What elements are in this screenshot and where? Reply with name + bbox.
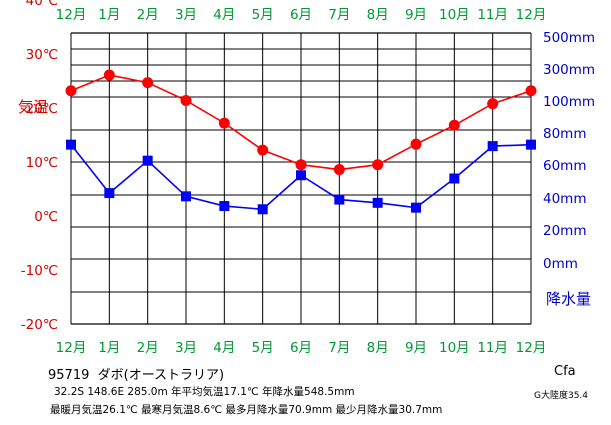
temperature-point [525, 85, 537, 97]
precipitation-point [487, 141, 498, 152]
precipitation-point [526, 139, 536, 150]
temperature-tick-label: -20℃ [21, 317, 58, 333]
top-month-label: 6月 [290, 7, 312, 23]
precipitation-tick-label: 40mm [543, 191, 586, 207]
precipitation-tick-labels: 500mm 300mm 100mm 80mm 60mm 40mm 20mm 0mm [543, 30, 595, 272]
bottom-month-label: 7月 [328, 340, 350, 356]
precipitation-point [257, 204, 268, 215]
top-month-label: 11月 [477, 7, 508, 23]
bottom-month-labels: 12月 1月 2月 3月 4月 5月 6月 7月 8月 9月 10月 11月 12月 [56, 340, 547, 356]
temperature-point [65, 85, 77, 97]
bottom-month-label: 6月 [290, 340, 312, 356]
precipitation-point [411, 202, 421, 213]
top-month-label: 10月 [439, 7, 470, 23]
precipitation-tick-label: 80mm [543, 126, 586, 142]
precipitation-point [334, 194, 345, 205]
top-month-label: 8月 [367, 7, 389, 23]
precipitation-tick-label: 300mm [543, 62, 595, 78]
bottom-month-label: 4月 [213, 340, 235, 356]
temperature-tick-label: 20℃ [26, 101, 58, 117]
bottom-month-label: 11月 [477, 340, 508, 356]
temperature-point [295, 159, 307, 171]
top-month-labels: 12月 1月 2月 3月 4月 5月 6月 7月 8月 9月 10月 11月 12月 [56, 7, 547, 23]
precipitation-point [219, 201, 230, 212]
temperature-axis-label: 気温 [18, 98, 48, 116]
bottom-month-label: 10月 [439, 340, 470, 356]
precipitation-tick-label: 100mm [543, 94, 595, 110]
precipitation-series [66, 139, 536, 215]
temperature-tick-label: 30℃ [26, 47, 58, 63]
precipitation-point [372, 197, 383, 208]
precipitation-axis-label: 降水量 [546, 290, 591, 308]
bottom-month-label: 8月 [367, 340, 389, 356]
top-month-label: 7月 [328, 7, 350, 23]
bottom-month-label: 1月 [98, 340, 120, 356]
temperature-point [333, 164, 345, 176]
precipitation-point [296, 170, 306, 181]
temperature-point [257, 144, 269, 156]
precipitation-point [181, 191, 191, 202]
bottom-month-label: 12月 [516, 340, 547, 356]
temperature-point [180, 94, 192, 106]
precipitation-point [104, 188, 115, 199]
bottom-month-label: 3月 [175, 340, 197, 356]
bottom-month-label: 12月 [56, 340, 87, 356]
top-month-label: 12月 [56, 7, 87, 23]
top-month-label: 9月 [405, 7, 427, 23]
precipitation-tick-label: 20mm [543, 223, 586, 239]
precipitation-point [449, 173, 460, 184]
temperature-tick-label: 40℃ [26, 0, 58, 9]
precipitation-tick-label: 500mm [543, 30, 595, 46]
top-month-label: 2月 [137, 7, 159, 23]
temperature-series [65, 69, 537, 176]
temperature-point [448, 119, 460, 131]
temperature-point [410, 138, 422, 150]
temperature-tick-labels: 40℃ 30℃ 20℃ 10℃ 0℃ -10℃ -20℃ [21, 0, 58, 333]
precipitation-tick-label: 0mm [543, 256, 578, 272]
precipitation-point [142, 155, 153, 166]
temperature-point [218, 117, 230, 129]
temperature-point [487, 98, 499, 110]
temperature-tick-label: 0℃ [34, 209, 58, 225]
precipitation-tick-label: 60mm [543, 158, 586, 174]
bottom-month-label: 2月 [137, 340, 159, 356]
precipitation-point [66, 139, 76, 150]
top-month-label: 3月 [175, 7, 197, 23]
top-month-label: 1月 [98, 7, 120, 23]
vertical-gridlines [70, 33, 532, 324]
temperature-point [372, 159, 384, 171]
temperature-tick-label: -10℃ [21, 263, 58, 279]
top-month-label: 12月 [516, 7, 547, 23]
bottom-month-label: 9月 [405, 340, 427, 356]
top-month-label: 4月 [213, 7, 235, 23]
temperature-point [103, 69, 115, 81]
temperature-tick-label: 10℃ [26, 155, 58, 171]
temperature-point [142, 77, 154, 89]
top-month-label: 5月 [252, 7, 274, 23]
bottom-month-label: 5月 [252, 340, 274, 356]
